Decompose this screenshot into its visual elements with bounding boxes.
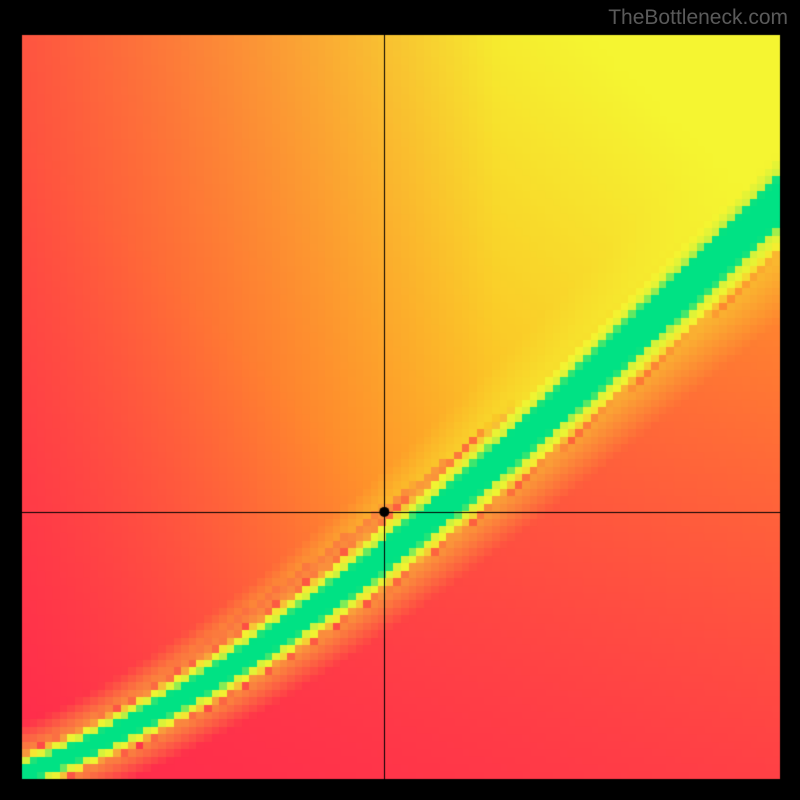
watermark-text: TheBottleneck.com — [608, 6, 788, 30]
bottleneck-heatmap-canvas — [0, 0, 800, 800]
chart-container: TheBottleneck.com — [0, 0, 800, 800]
